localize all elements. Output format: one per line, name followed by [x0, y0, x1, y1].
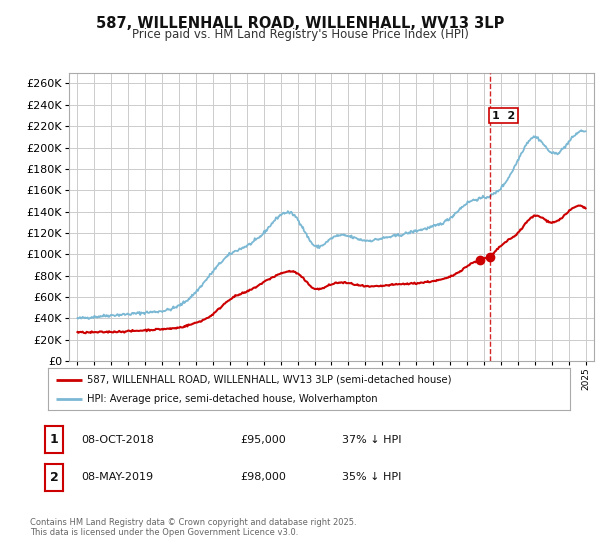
Text: £95,000: £95,000 [240, 435, 286, 445]
Text: 2: 2 [50, 470, 58, 484]
Text: 1: 1 [50, 433, 58, 446]
Text: 37% ↓ HPI: 37% ↓ HPI [342, 435, 401, 445]
Text: 35% ↓ HPI: 35% ↓ HPI [342, 472, 401, 482]
Text: Contains HM Land Registry data © Crown copyright and database right 2025.
This d: Contains HM Land Registry data © Crown c… [30, 518, 356, 538]
Text: Price paid vs. HM Land Registry's House Price Index (HPI): Price paid vs. HM Land Registry's House … [131, 28, 469, 41]
Text: 587, WILLENHALL ROAD, WILLENHALL, WV13 3LP: 587, WILLENHALL ROAD, WILLENHALL, WV13 3… [96, 16, 504, 31]
Text: 587, WILLENHALL ROAD, WILLENHALL, WV13 3LP (semi-detached house): 587, WILLENHALL ROAD, WILLENHALL, WV13 3… [87, 375, 452, 385]
Text: 08-OCT-2018: 08-OCT-2018 [81, 435, 154, 445]
Text: 1  2: 1 2 [492, 110, 515, 120]
Text: 08-MAY-2019: 08-MAY-2019 [81, 472, 153, 482]
Text: HPI: Average price, semi-detached house, Wolverhampton: HPI: Average price, semi-detached house,… [87, 394, 378, 404]
Text: £98,000: £98,000 [240, 472, 286, 482]
